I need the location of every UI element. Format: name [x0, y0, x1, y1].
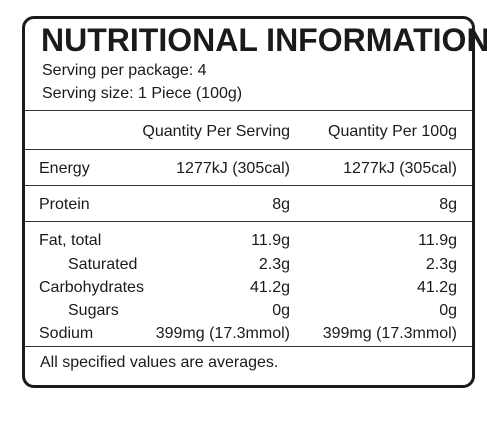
- row-label-sodium: Sodium: [39, 325, 94, 342]
- column-header-per-serving: Quantity Per Serving: [142, 123, 290, 140]
- footnote: All specified values are averages.: [40, 354, 279, 371]
- protein-per-100g: 8g: [439, 196, 457, 213]
- saturated-per-100g: 2.3g: [425, 256, 457, 273]
- divider-energy: [25, 185, 472, 186]
- serving-size: Serving size: 1 Piece (100g): [42, 85, 243, 102]
- carbohydrates-per-100g: 41.2g: [416, 279, 457, 296]
- sugars-per-100g: 0g: [439, 302, 457, 319]
- serving-per-package: Serving per package: 4: [42, 62, 207, 79]
- panel-title: NUTRITIONAL INFORMATION: [41, 22, 487, 58]
- row-label-saturated: Saturated: [68, 256, 138, 273]
- fat-total-per-100g: 11.9g: [418, 232, 457, 249]
- row-label-fat-total: Fat, total: [39, 232, 102, 249]
- sodium-per-100g: 399mg (17.3mmol): [322, 325, 457, 342]
- fat-total-per-serving: 11.9g: [251, 232, 290, 249]
- energy-per-100g: 1277kJ (305cal): [343, 160, 457, 177]
- row-label-energy: Energy: [39, 160, 90, 177]
- divider-top: [25, 110, 472, 111]
- nutrition-panel: [22, 16, 475, 388]
- sodium-per-serving: 399mg (17.3mmol): [155, 325, 290, 342]
- row-label-protein: Protein: [39, 196, 90, 213]
- saturated-per-serving: 2.3g: [258, 256, 290, 273]
- row-label-sugars: Sugars: [68, 302, 119, 319]
- energy-per-serving: 1277kJ (305cal): [176, 160, 290, 177]
- divider-protein: [25, 221, 472, 222]
- column-header-per-100g: Quantity Per 100g: [328, 123, 457, 140]
- divider-header: [25, 149, 472, 150]
- divider-bottom: [25, 346, 472, 347]
- protein-per-serving: 8g: [272, 196, 290, 213]
- row-label-carbohydrates: Carbohydrates: [39, 279, 144, 296]
- sugars-per-serving: 0g: [272, 302, 290, 319]
- carbohydrates-per-serving: 41.2g: [249, 279, 290, 296]
